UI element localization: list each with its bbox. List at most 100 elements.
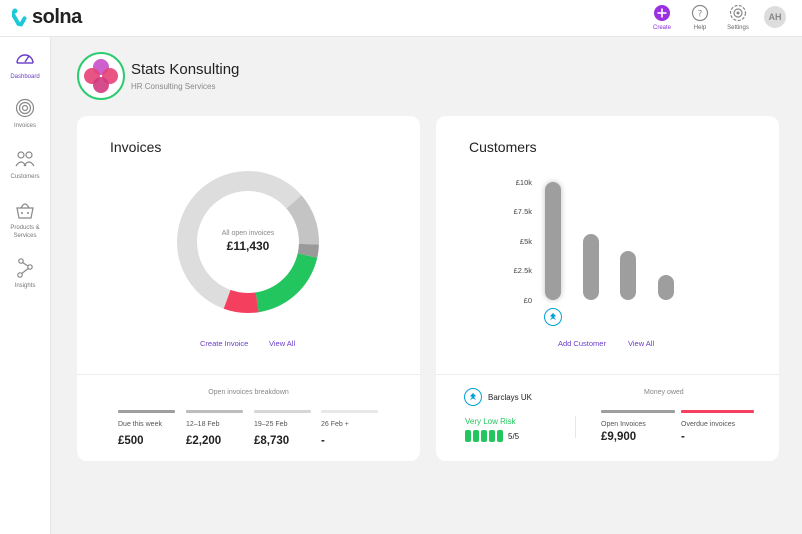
solna-logo-icon [12, 8, 27, 26]
money-owed-label: Overdue invoices [681, 421, 736, 428]
breakdown-bar [118, 410, 175, 413]
y-tick-label: £5k [519, 237, 532, 246]
donut-center-value: £11,430 [226, 239, 270, 253]
nodes-icon [17, 258, 33, 278]
breakdown-bar [186, 410, 243, 413]
donut-segment[interactable] [173, 167, 323, 317]
risk-segment [473, 430, 479, 442]
breakdown-label: Due this week [118, 421, 162, 428]
settings-label: Settings [727, 25, 749, 31]
breakdown-value: £8,730 [254, 435, 290, 447]
money-owed-bar [681, 410, 754, 413]
company-subtitle: HR Consulting Services [131, 82, 216, 91]
company-flower-icon [84, 59, 118, 93]
sidebar-item-products[interactable]: Products & Services [0, 199, 50, 240]
risk-meter [465, 430, 503, 442]
customers-card: Customers £10k £7.5k £5k £2.5k £0 Add Cu… [436, 116, 779, 461]
sidebar-item-label: Customers [10, 174, 40, 180]
breakdown-label: 26 Feb + [321, 421, 349, 428]
breakdown-item[interactable]: 26 Feb + - [321, 410, 378, 447]
eagle-icon [550, 313, 556, 320]
company-name: Stats Konsulting [131, 61, 240, 78]
svg-text:?: ? [698, 10, 703, 20]
add-customer-link[interactable]: Add Customer [558, 339, 606, 348]
breakdown-value: - [321, 435, 325, 447]
money-owed-bar [601, 410, 675, 413]
money-owed-item[interactable]: Overdue invoices - [681, 410, 754, 443]
breakdown-value: £2,200 [186, 435, 222, 447]
sidebar-item-customers[interactable]: Customers [0, 148, 50, 181]
risk-segment [497, 430, 503, 442]
settings-button[interactable]: Settings [726, 4, 750, 31]
risk-segment [489, 430, 495, 442]
customer-bar[interactable] [620, 251, 636, 300]
vertical-divider [575, 416, 576, 438]
app-name: solna [32, 6, 82, 28]
target-icon [15, 98, 35, 118]
plus-circle-icon [654, 5, 670, 21]
settings-icon [729, 4, 747, 22]
help-icon: ? [691, 4, 709, 22]
create-invoice-link[interactable]: Create Invoice [200, 339, 249, 348]
money-owed-item[interactable]: Open Invoices £9,900 [601, 410, 675, 443]
eagle-icon [470, 393, 476, 400]
sidebar-item-label: Invoices [13, 123, 36, 129]
invoices-title: Invoices [110, 139, 162, 155]
customer-bank-badge[interactable] [544, 308, 562, 326]
create-label: Create [652, 25, 671, 31]
breakdown-bar [254, 410, 311, 413]
basket-icon [16, 203, 34, 219]
gauge-icon [16, 54, 34, 64]
money-owed-label: Open Invoices [601, 421, 646, 428]
customers-title: Customers [469, 139, 537, 155]
risk-segment [481, 430, 487, 442]
invoices-donut-chart [173, 167, 323, 317]
sidebar-item-insights[interactable]: Insights [0, 257, 50, 290]
customer-bar[interactable] [583, 233, 599, 300]
bank-logo [464, 388, 482, 406]
sidebar: Dashboard Invoices Customers Products & … [0, 37, 51, 534]
customer-bar[interactable] [545, 182, 561, 300]
sidebar-item-invoices[interactable]: Invoices [0, 97, 50, 130]
breakdown-label: 12–18 Feb [186, 421, 220, 428]
customers-view-all-link[interactable]: View All [628, 339, 655, 348]
donut-segment[interactable] [173, 167, 323, 317]
people-icon [15, 151, 35, 167]
card-divider [77, 374, 420, 375]
risk-segment [465, 430, 471, 442]
sidebar-item-label: Dashboard [10, 74, 40, 80]
help-label: Help [693, 25, 707, 31]
risk-score: 5/5 [508, 432, 520, 441]
help-button[interactable]: ? Help [688, 4, 712, 31]
top-bar: solna Create ? Help Settings [0, 0, 802, 37]
sidebar-item-dashboard[interactable]: Dashboard [0, 48, 50, 81]
y-tick-label: £0 [523, 296, 532, 305]
breakdown-label: 19–25 Feb [254, 421, 288, 428]
sidebar-item-label: Products & Services [10, 225, 40, 239]
y-tick-label: £7.5k [513, 207, 532, 216]
donut-center-label: All open invoices [221, 230, 275, 237]
user-avatar[interactable]: AH [764, 6, 786, 28]
money-owed-value: - [681, 431, 685, 443]
create-button[interactable]: Create [650, 4, 674, 31]
y-tick-label: £2.5k [513, 266, 532, 275]
breakdown-item[interactable]: 12–18 Feb £2,200 [186, 410, 243, 447]
money-owed-title: Money owed [644, 389, 684, 396]
y-tick-label: £10k [515, 178, 532, 187]
customer-bar[interactable] [658, 275, 674, 300]
breakdown-item[interactable]: Due this week £500 [118, 410, 175, 447]
invoices-view-all-link[interactable]: View All [269, 339, 296, 348]
breakdown-item[interactable]: 19–25 Feb £8,730 [254, 410, 311, 447]
card-divider [436, 374, 779, 375]
company-logo [77, 52, 125, 100]
bank-name: Barclays UK [488, 393, 533, 402]
invoices-card: Invoices All open invoices £11,430 Creat… [77, 116, 420, 461]
risk-label: Very Low Risk [465, 417, 516, 426]
breakdown-bar [321, 410, 378, 413]
breakdown-title: Open invoices breakdown [208, 389, 289, 396]
app-logo[interactable]: solna [12, 6, 82, 29]
breakdown-value: £500 [118, 435, 144, 447]
sidebar-item-label: Insights [14, 283, 36, 289]
company-header: Stats Konsulting HR Consulting Services [77, 52, 239, 100]
money-owed-value: £9,900 [601, 431, 637, 443]
